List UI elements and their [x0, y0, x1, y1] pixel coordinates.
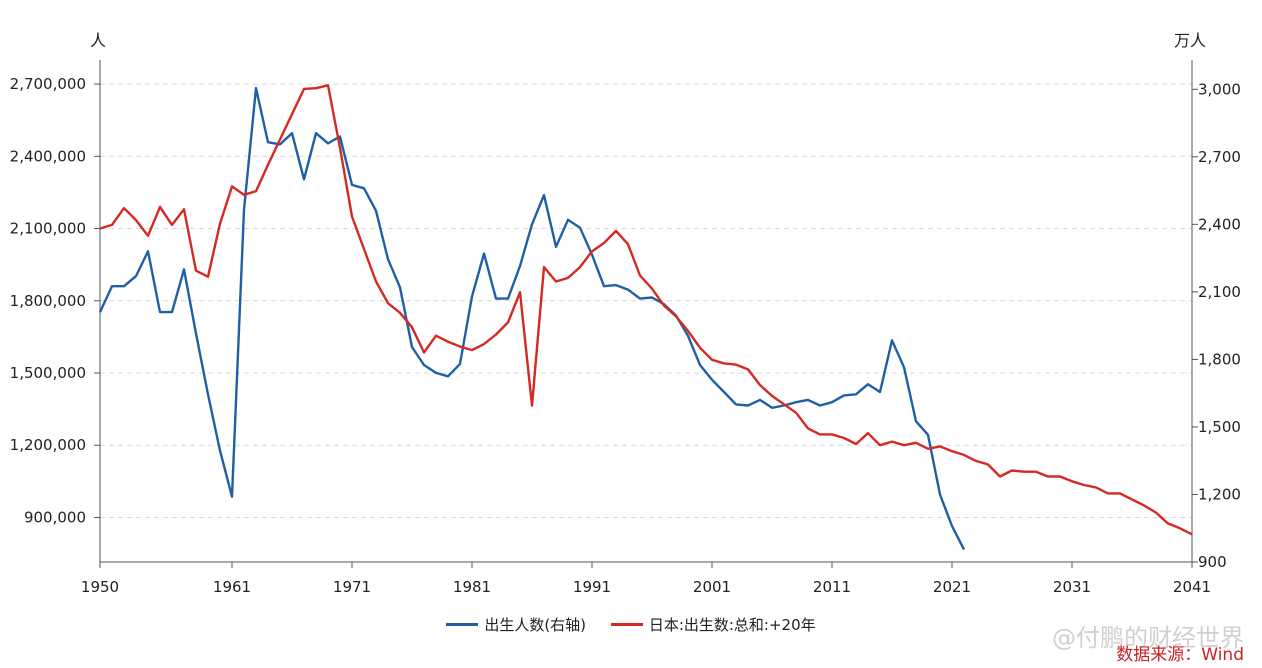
- right-axis-unit: 万人: [1174, 31, 1206, 50]
- axes: [94, 60, 1198, 568]
- watermark: @付鹏的财经世界: [1052, 624, 1244, 652]
- grid-lines: [100, 83, 1192, 518]
- legend-swatch-red: [610, 623, 643, 626]
- series-lines: [98, 84, 1193, 551]
- left-tick-label: 2,100,000: [10, 220, 86, 238]
- x-tick-label: 1991: [573, 578, 611, 596]
- x-tick-label: 2031: [1053, 578, 1091, 596]
- right-tick-label: 3,000: [1198, 80, 1241, 98]
- series-line-japan: [99, 84, 1193, 536]
- x-tick-label: 1971: [333, 578, 371, 596]
- right-tick-label: 2,400: [1198, 215, 1241, 233]
- right-tick-label: 2,700: [1198, 148, 1241, 166]
- legend-item-japan: 日本:出生数:总和:+20年: [610, 614, 816, 635]
- x-tick-label: 1961: [213, 578, 251, 596]
- legend: 出生人数(右轴) 日本:出生数:总和:+20年: [0, 612, 1262, 635]
- source-note: 数据来源：Wind: [1116, 645, 1244, 665]
- left-tick-label: 900,000: [24, 508, 86, 526]
- legend-label-japan: 日本:出生数:总和:+20年: [648, 616, 816, 634]
- x-tick-label: 1981: [453, 578, 491, 596]
- x-tick-label: 2041: [1173, 578, 1211, 596]
- left-tick-label: 2,700,000: [10, 75, 86, 93]
- right-tick-label: 2,100: [1198, 283, 1241, 301]
- right-tick-label: 1,200: [1198, 485, 1241, 503]
- x-tick-label: 1950: [81, 578, 119, 596]
- left-tick-label: 1,800,000: [10, 292, 86, 310]
- left-axis-unit: 人: [90, 31, 106, 50]
- x-tick-label: 2001: [693, 578, 731, 596]
- right-tick-label: 1,500: [1198, 418, 1241, 436]
- right-tick-label: 900: [1198, 553, 1227, 571]
- x-tick-label: 2021: [933, 578, 971, 596]
- legend-label-births: 出生人数(右轴): [484, 616, 587, 634]
- x-tick-label: 2011: [813, 578, 851, 596]
- left-tick-label: 2,400,000: [10, 147, 86, 165]
- left-tick-label: 1,500,000: [10, 364, 86, 382]
- tick-labels: 2,700,000 2,400,000 2,100,000 1,800,000 1,50…: [10, 75, 1241, 596]
- legend-item-births: 出生人数(右轴): [446, 614, 586, 635]
- series-line-births: [98, 86, 966, 551]
- legend-swatch-blue: [446, 623, 479, 626]
- right-tick-label: 1,800: [1198, 350, 1241, 368]
- left-tick-label: 1,200,000: [10, 436, 86, 454]
